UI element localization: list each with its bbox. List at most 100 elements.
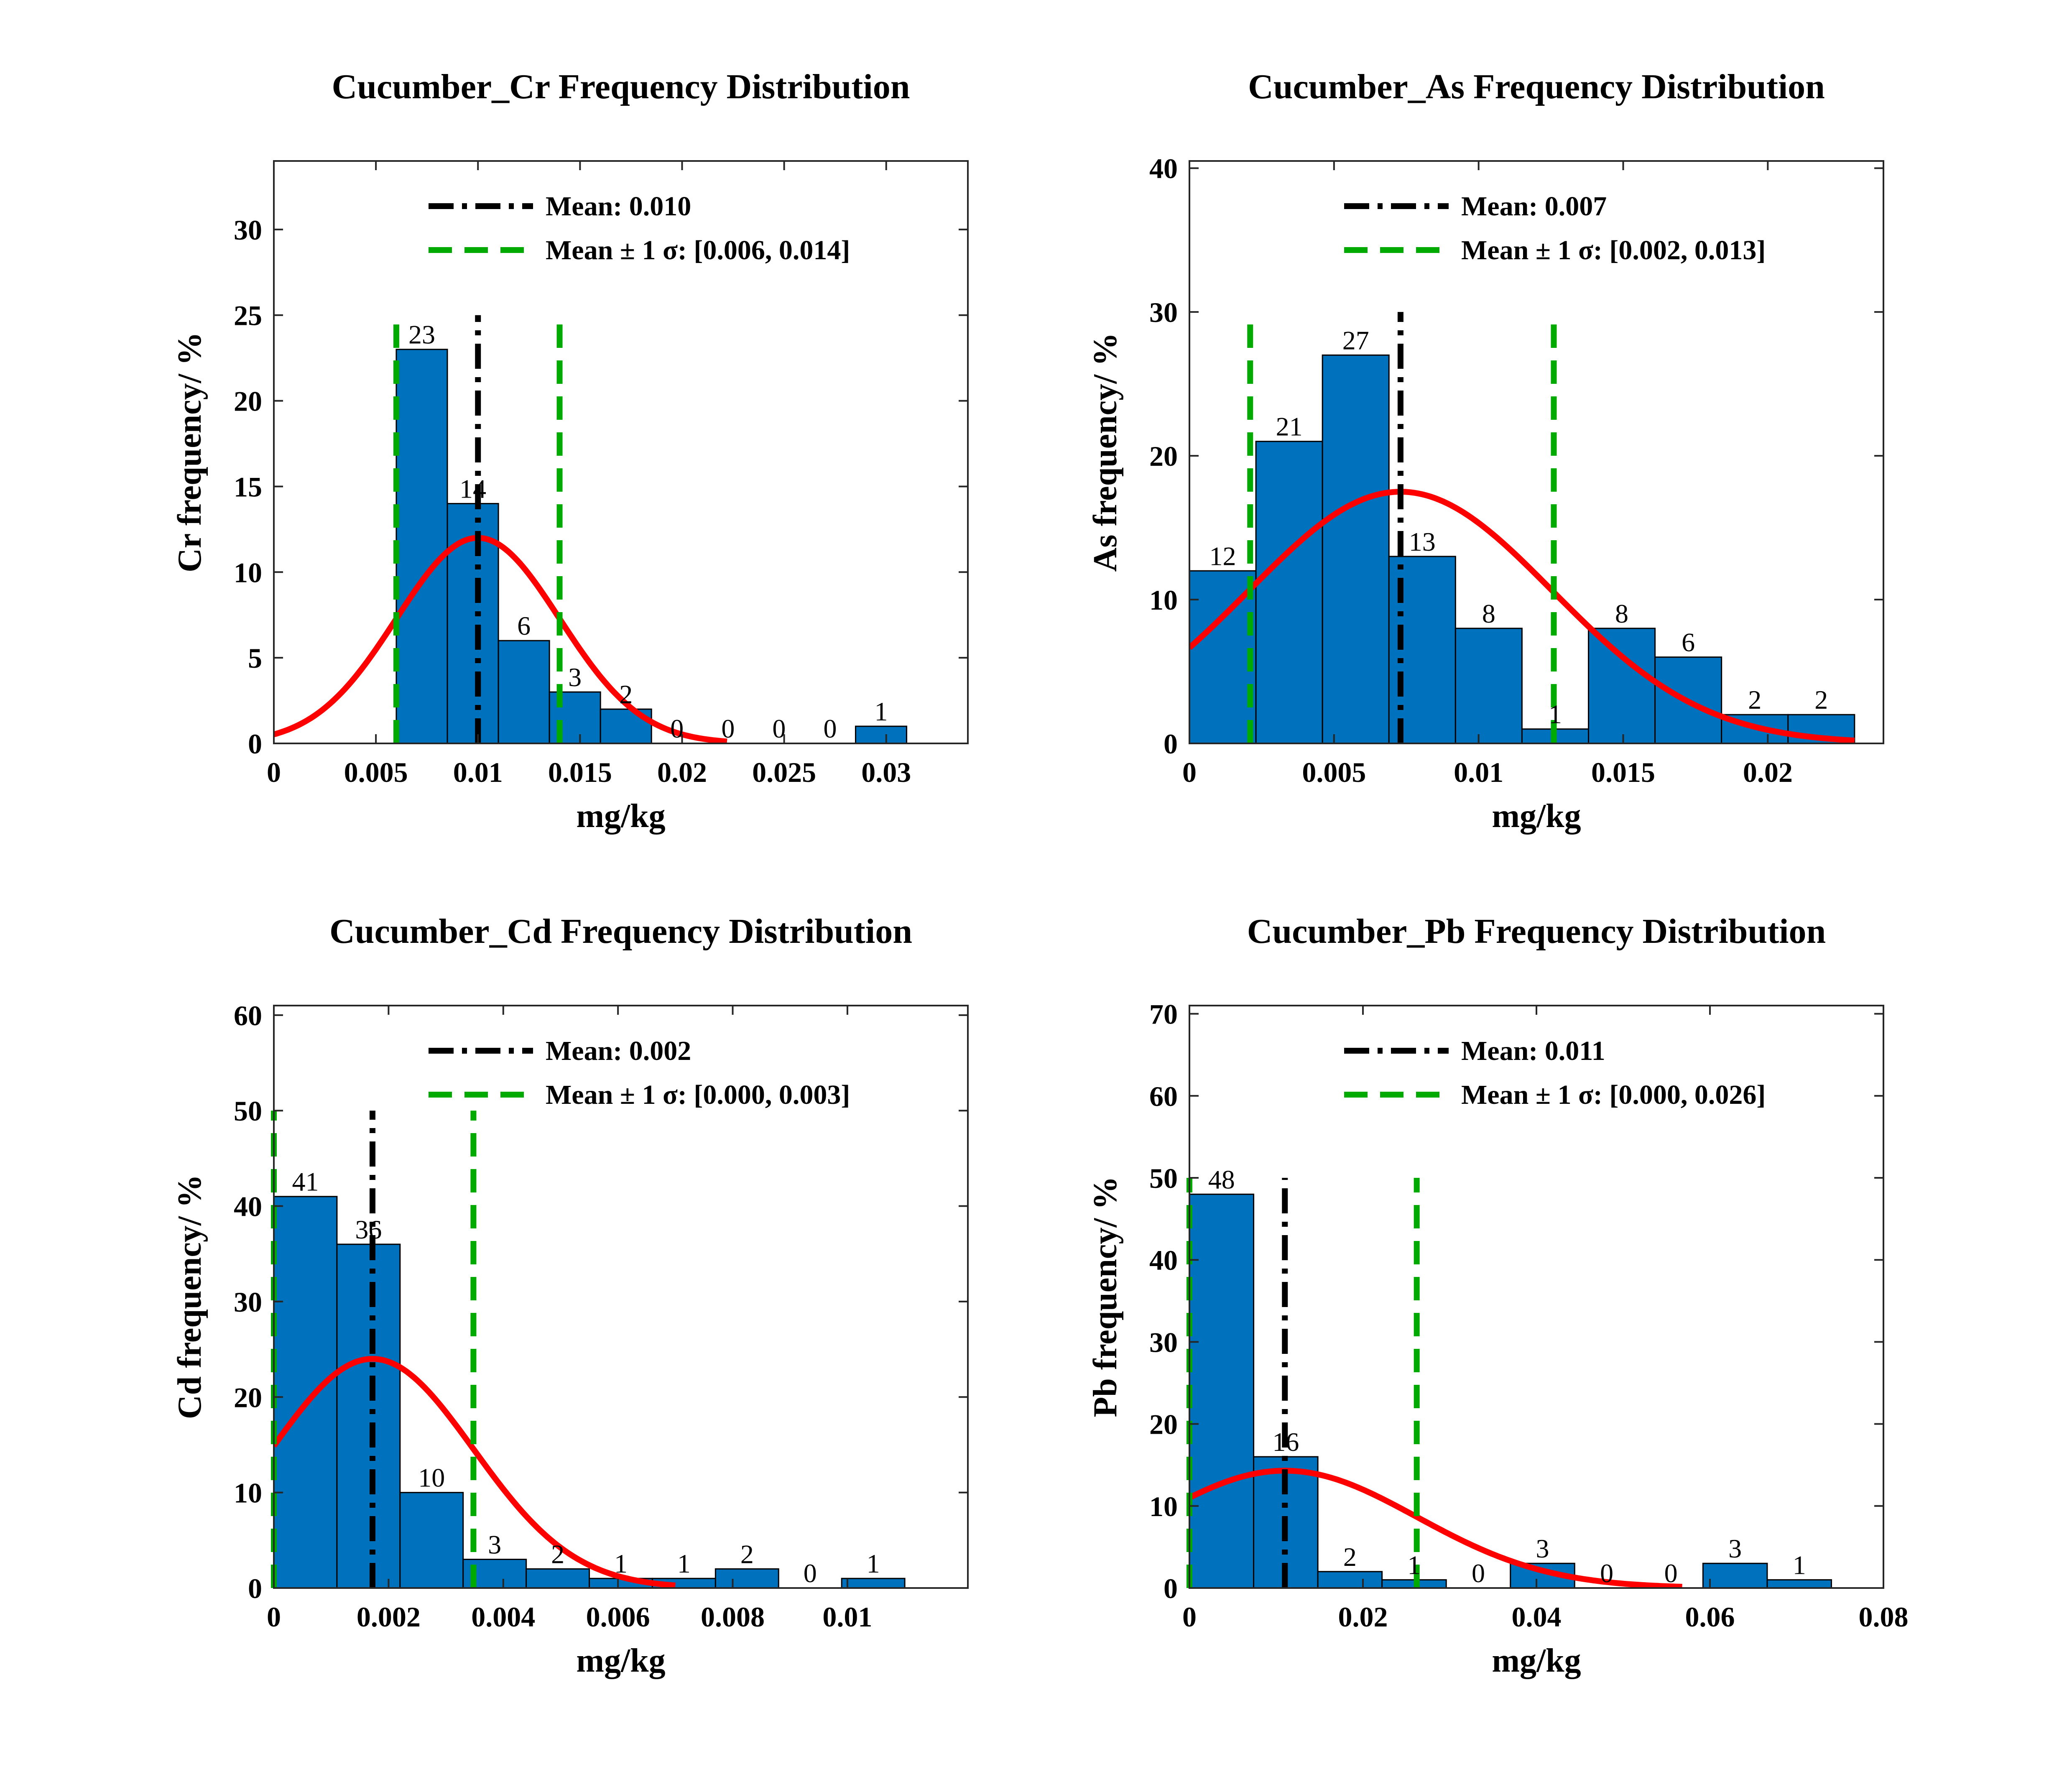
bar-value-label: 23	[408, 320, 435, 350]
legend-mean-label: Mean: 0.002	[546, 1036, 691, 1066]
y-tick-label: 50	[234, 1095, 262, 1127]
histogram-bar	[1189, 570, 1257, 744]
bar-value-label: 0	[1472, 1558, 1485, 1588]
legend-sigma-label: Mean ± 1 σ: [0.000, 0.026]	[1461, 1080, 1766, 1110]
chart-title: Cucumber_As Frequency Distribution	[1248, 67, 1825, 106]
y-tick-label: 30	[1149, 296, 1178, 328]
bar-value-label: 0	[1600, 1558, 1613, 1588]
bar-value-label: 2	[619, 679, 633, 709]
normal-fit-curve	[274, 1356, 676, 1588]
histogram-bar	[1322, 354, 1390, 744]
bar-value-label: 14	[459, 474, 486, 503]
y-tick-label: 20	[234, 386, 262, 417]
bar-value-label: 1	[867, 1549, 880, 1578]
bar-value-label: 12	[1210, 541, 1236, 571]
x-axis-label: mg/kg	[576, 798, 665, 835]
y-tick-label: 40	[234, 1191, 262, 1223]
legend-mean-label: Mean: 0.010	[546, 191, 691, 222]
bar-value-label: 2	[1748, 685, 1761, 715]
x-tick-label: 0.015	[548, 756, 612, 788]
y-tick-label: 40	[1149, 153, 1178, 184]
y-tick-label: 30	[234, 1286, 262, 1318]
bar-value-label: 1	[1793, 1550, 1806, 1580]
x-tick-label: 0.08	[1859, 1601, 1909, 1633]
bar-value-label: 13	[1409, 527, 1436, 557]
x-tick-label: 0.015	[1591, 756, 1655, 788]
x-tick-label: 0.005	[344, 756, 408, 788]
chart-title: Cucumber_Pb Frequency Distribution	[1247, 912, 1826, 951]
y-axis-label: Cd frequency/ %	[171, 1174, 208, 1419]
bar-value-label: 41	[292, 1167, 319, 1197]
histogram-bar	[396, 349, 448, 744]
y-axis-label: Pb frequency/ %	[1087, 1176, 1124, 1417]
y-tick-label: 10	[1149, 1491, 1178, 1522]
bar-value-label: 27	[1342, 325, 1369, 355]
y-axis-label: Cr frequency/ %	[171, 332, 208, 572]
bar-value-label: 3	[488, 1529, 501, 1559]
bar-value-label: 0	[804, 1558, 817, 1588]
bar-value-label: 1	[677, 1549, 691, 1578]
bar-value-label: 2	[551, 1539, 564, 1569]
y-tick-label: 30	[234, 214, 262, 246]
y-tick-label: 10	[1149, 584, 1178, 616]
bar-value-label: 3	[568, 662, 582, 692]
bar-value-label: 0	[1664, 1558, 1678, 1588]
x-tick-label: 0	[267, 756, 281, 788]
bar-value-label: 3	[1536, 1534, 1549, 1563]
y-axis-label: As frequency/ %	[1087, 333, 1124, 572]
bar-value-label: 2	[740, 1539, 754, 1569]
x-tick-label: 0.03	[861, 756, 911, 788]
normal-fit-curve	[1189, 489, 1855, 743]
x-tick-label: 0.01	[1454, 756, 1503, 788]
y-tick-label: 10	[234, 1477, 262, 1509]
histogram-bar	[1766, 1579, 1832, 1589]
bar-value-label: 36	[355, 1215, 382, 1244]
bar-value-label: 1	[614, 1549, 628, 1578]
legend: Mean: 0.007 Mean ± 1 σ: [0.002, 0.013]	[1344, 191, 1766, 266]
y-tick-label: 50	[1149, 1162, 1178, 1194]
legend-sigma-label: Mean ± 1 σ: [0.000, 0.003]	[546, 1080, 850, 1110]
x-tick-label: 0.004	[471, 1601, 535, 1633]
bar-value-label: 21	[1276, 412, 1303, 442]
x-tick-label: 0	[1182, 1601, 1197, 1633]
x-tick-label: 0.005	[1302, 756, 1366, 788]
histogram-bar	[336, 1243, 401, 1589]
x-tick-label: 0.02	[657, 756, 707, 788]
y-tick-label: 10	[234, 557, 262, 588]
y-tick-label: 0	[248, 1573, 262, 1604]
legend-sigma-label: Mean ± 1 σ: [0.006, 0.014]	[546, 235, 850, 266]
x-tick-label: 0.008	[701, 1601, 765, 1633]
normal-fit-curve	[274, 535, 727, 743]
chart-title: Cucumber_Cd Frequency Distribution	[329, 912, 912, 951]
bar-value-label: 0	[823, 714, 837, 743]
bar-value-label: 1	[1407, 1550, 1421, 1580]
histogram-bar	[1189, 1193, 1255, 1589]
x-tick-label: 0.02	[1338, 1601, 1388, 1633]
chart-title: Cucumber_Cr Frequency Distribution	[332, 67, 910, 106]
histogram-bar	[526, 1568, 590, 1589]
histogram-bar	[714, 1568, 779, 1589]
x-tick-label: 0	[1182, 756, 1197, 788]
y-tick-label: 20	[1149, 440, 1178, 472]
histogram-bar	[1255, 441, 1323, 744]
bar-value-label: 8	[1615, 599, 1628, 628]
legend: Mean: 0.011 Mean ± 1 σ: [0.000, 0.026]	[1344, 1036, 1766, 1110]
y-tick-label: 0	[1164, 1573, 1178, 1604]
x-tick-label: 0.025	[752, 756, 816, 788]
legend: Mean: 0.010 Mean ± 1 σ: [0.006, 0.014]	[429, 191, 850, 266]
bar-value-label: 1	[875, 697, 888, 726]
y-tick-label: 40	[1149, 1244, 1178, 1276]
y-tick-label: 20	[1149, 1409, 1178, 1440]
y-tick-label: 20	[234, 1381, 262, 1413]
histogram-bar	[273, 1196, 338, 1589]
bar-value-label: 6	[517, 611, 531, 641]
x-tick-label: 0.04	[1512, 1601, 1562, 1633]
plot-frame	[273, 1005, 969, 1589]
y-tick-label: 0	[248, 728, 262, 760]
y-tick-label: 60	[234, 1000, 262, 1031]
legend-mean-label: Mean: 0.011	[1461, 1036, 1605, 1066]
plot-frame	[273, 160, 969, 744]
